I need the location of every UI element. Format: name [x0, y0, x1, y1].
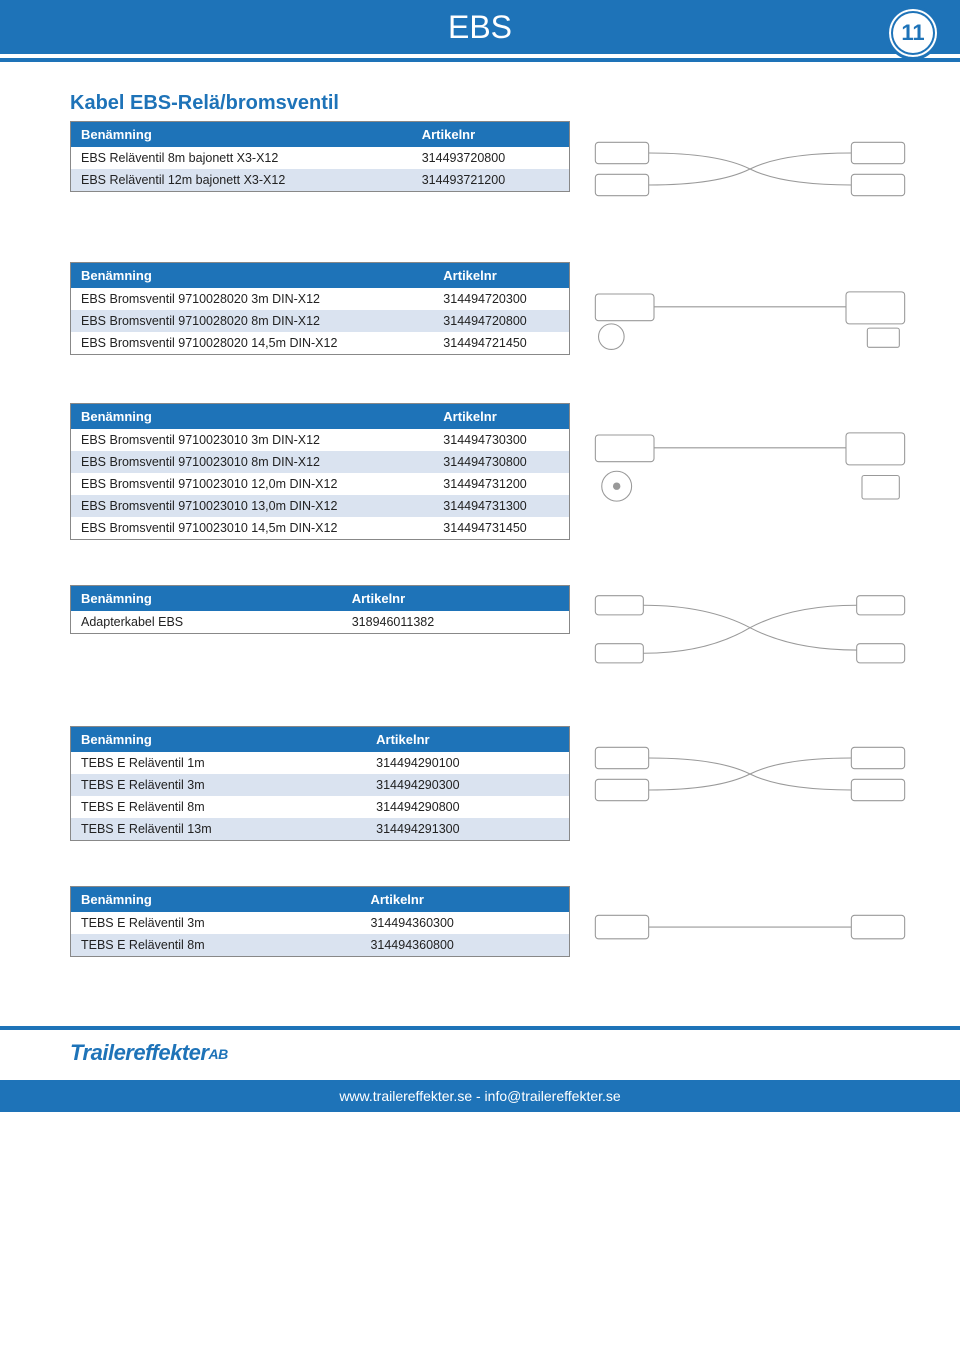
table-row: EBS Bromsventil 9710023010 12,0m DIN-X12… [71, 473, 570, 495]
cable-diagram-icon [590, 726, 910, 822]
table-block-3: BenämningArtikelnr EBS Bromsventil 97100… [70, 403, 910, 540]
col-name-header: Benämning [71, 263, 434, 289]
col-name-header: Benämning [71, 404, 434, 430]
data-table: BenämningArtikelnr TEBS E Reläventil 3m3… [70, 886, 570, 957]
data-table: BenämningArtikelnr EBS Bromsventil 97100… [70, 403, 570, 540]
table-row: TEBS E Reläventil 3m314494360300 [71, 912, 570, 934]
table-block-6: BenämningArtikelnr TEBS E Reläventil 3m3… [70, 886, 910, 966]
section-title: Kabel EBS-Relä/bromsventil [70, 92, 910, 115]
company-logo: TrailereffekterAB [70, 1040, 910, 1066]
cable-diagram-icon [590, 403, 910, 510]
col-name-header: Benämning [71, 727, 367, 753]
table-row: EBS Reläventil 8m bajonett X3-X123144937… [71, 147, 570, 169]
table-block-1: Benämning Artikelnr EBS Reläventil 8m ba… [70, 121, 910, 217]
col-artnr-header: Artikelnr [342, 586, 570, 612]
col-name-header: Benämning [71, 887, 361, 913]
data-table: Benämning Artikelnr EBS Reläventil 8m ba… [70, 121, 570, 192]
col-name-header: Benämning [71, 586, 342, 612]
table-row: TEBS E Reläventil 1m314494290100 [71, 752, 570, 774]
cable-diagram-icon [590, 262, 910, 358]
table-row: TEBS E Reläventil 13m314494291300 [71, 818, 570, 841]
cable-diagram-icon [590, 585, 910, 681]
data-table: BenämningArtikelnr EBS Bromsventil 97100… [70, 262, 570, 355]
table-row: EBS Bromsventil 9710023010 13,0m DIN-X12… [71, 495, 570, 517]
table-row: EBS Reläventil 12m bajonett X3-X12314493… [71, 169, 570, 192]
cable-diagram-icon [590, 121, 910, 217]
table-row: Adapterkabel EBS318946011382 [71, 611, 570, 634]
table-row: EBS Bromsventil 9710023010 8m DIN-X12314… [71, 451, 570, 473]
table-block-5: BenämningArtikelnr TEBS E Reläventil 1m3… [70, 726, 910, 841]
table-row: EBS Bromsventil 9710023010 14,5m DIN-X12… [71, 517, 570, 540]
main-content: Kabel EBS-Relä/bromsventil Benämning Art… [0, 92, 960, 996]
cable-diagram-icon [590, 886, 910, 966]
table-block-4: BenämningArtikelnr Adapterkabel EBS31894… [70, 585, 910, 681]
header-underline [0, 58, 960, 62]
table-row: EBS Bromsventil 9710028020 14,5m DIN-X12… [71, 332, 570, 355]
logo-suffix: AB [208, 1046, 227, 1062]
page-footer: TrailereffekterAB [0, 1030, 960, 1080]
data-table: BenämningArtikelnr Adapterkabel EBS31894… [70, 585, 570, 634]
logo-main: Trailereffekter [70, 1040, 208, 1065]
col-artnr-header: Artikelnr [360, 887, 569, 913]
col-name-header: Benämning [71, 122, 412, 148]
page-number-badge: 11 [886, 6, 940, 60]
col-artnr-header: Artikelnr [433, 263, 569, 289]
data-table: BenämningArtikelnr TEBS E Reläventil 1m3… [70, 726, 570, 841]
page-header: EBS 11 [0, 0, 960, 54]
table-block-2: BenämningArtikelnr EBS Bromsventil 97100… [70, 262, 910, 358]
header-title: EBS [448, 9, 512, 46]
col-artnr-header: Artikelnr [366, 727, 569, 753]
col-artnr-header: Artikelnr [412, 122, 570, 148]
contact-bar: www.trailereffekter.se - info@trailereff… [0, 1080, 960, 1112]
table-row: EBS Bromsventil 9710028020 3m DIN-X12314… [71, 288, 570, 310]
table-row: TEBS E Reläventil 8m314494290800 [71, 796, 570, 818]
table-row: EBS Bromsventil 9710028020 8m DIN-X12314… [71, 310, 570, 332]
table-row: TEBS E Reläventil 8m314494360800 [71, 934, 570, 957]
table-row: TEBS E Reläventil 3m314494290300 [71, 774, 570, 796]
col-artnr-header: Artikelnr [433, 404, 569, 430]
table-row: EBS Bromsventil 9710023010 3m DIN-X12314… [71, 429, 570, 451]
